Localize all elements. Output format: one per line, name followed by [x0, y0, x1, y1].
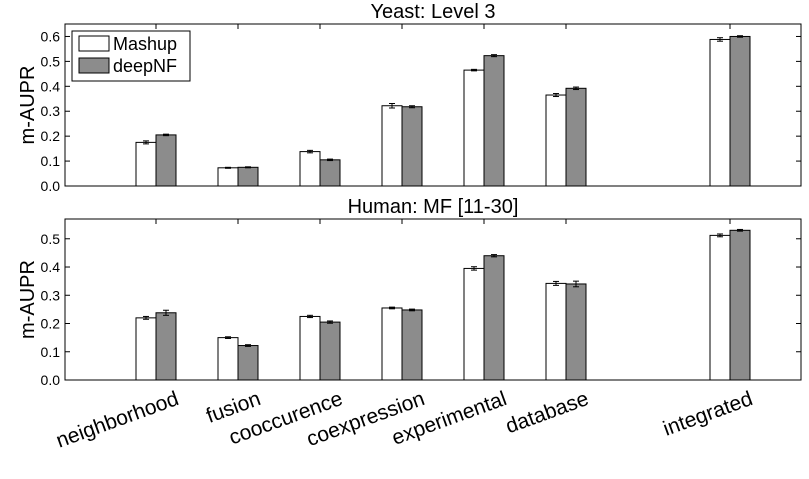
y-tick-label: 0.0: [41, 372, 61, 388]
y-tick-label: 0.3: [41, 287, 61, 303]
y-axis-label: m-AUPR: [17, 66, 39, 145]
bar-mashup-fusion: [217, 167, 239, 187]
error-bar: [737, 35, 743, 38]
bar-mashup-integrated: [709, 234, 731, 381]
plot-frame: [64, 218, 802, 381]
chart-title: Yeast: Level 3: [371, 1, 496, 23]
error-bar: [553, 93, 559, 98]
error-bar: [245, 344, 251, 347]
bar-deepnf-cooccurence: [319, 159, 341, 187]
bar-mashup-cooccurence: [299, 151, 321, 187]
bar-deepnf-neighborhood: [155, 134, 177, 187]
error-bar: [225, 336, 231, 339]
error-bar: [573, 86, 579, 91]
bar-mashup-experimental: [463, 69, 485, 187]
bar-mashup-experimental: [463, 267, 485, 381]
bar-deepnf-database: [565, 87, 587, 187]
error-bar: [409, 308, 415, 312]
x-category-label-neighborhood: neighborhood: [53, 387, 182, 453]
error-bar: [327, 320, 333, 324]
bar-mashup-fusion: [217, 337, 239, 381]
bar-deepnf-integrated: [729, 35, 751, 187]
error-bar: [491, 254, 497, 258]
error-bar: [225, 166, 231, 169]
error-bar: [389, 306, 395, 310]
error-bar: [409, 105, 415, 109]
error-bar: [163, 133, 169, 137]
bar-mashup-database: [545, 282, 567, 381]
bar-mashup-coexpression: [381, 105, 403, 187]
legend-label-deepnf: deepNF: [113, 56, 177, 76]
bar-deepnf-integrated: [729, 229, 751, 381]
error-bar: [143, 315, 149, 320]
y-tick-label: 0.4: [41, 259, 61, 275]
chart-panel-1: Yeast: Level 3 m-AUPR 0.0 0.1 0.2 0.3 0.4 0.5 0.…: [17, 1, 802, 194]
error-bar: [389, 103, 395, 109]
error-bar: [553, 280, 559, 286]
error-bar: [307, 149, 313, 154]
error-bar: [307, 314, 313, 319]
bar-mashup-coexpression: [381, 307, 403, 381]
legend-swatch-mashup: [78, 35, 110, 52]
bar-mashup-neighborhood: [135, 141, 157, 187]
y-axis-label: m-AUPR: [17, 260, 39, 339]
y-tick-label: 0.1: [41, 153, 61, 169]
bar-deepnf-coexpression: [401, 309, 423, 381]
y-tick-label: 0.2: [41, 316, 61, 332]
y-tick-label: 0.5: [41, 231, 61, 247]
error-bar: [471, 266, 477, 271]
y-tick-label: 0.3: [41, 103, 61, 119]
bar-deepnf-database: [565, 283, 587, 381]
bar-mashup-integrated: [709, 38, 731, 187]
error-bar: [163, 309, 169, 316]
bar-deepnf-neighborhood: [155, 312, 177, 381]
bar-mashup-database: [545, 94, 567, 187]
error-bar: [573, 280, 579, 288]
error-bar: [737, 228, 743, 232]
y-tick-label: 0.0: [41, 178, 61, 194]
bar-deepnf-fusion: [237, 345, 259, 381]
error-bar: [717, 37, 723, 42]
y-tick-label: 0.1: [41, 344, 61, 360]
legend-swatch-deepnf: [78, 57, 110, 74]
error-bar: [471, 68, 477, 72]
y-tick-label: 0.4: [41, 78, 61, 94]
chart-panel-2: Human: MF [11-30] m-AUPR 0.0 0.1 0.2 0.3 0.4 0.…: [17, 196, 802, 453]
chart-title: Human: MF [11-30]: [348, 196, 519, 218]
y-tick-label: 0.5: [41, 53, 61, 69]
error-bar: [245, 166, 251, 169]
bar-mashup-neighborhood: [135, 317, 157, 381]
error-bar: [717, 233, 723, 238]
x-category-label-integrated: integrated: [660, 387, 756, 441]
bar-deepnf-experimental: [483, 55, 505, 187]
error-bar: [327, 158, 333, 162]
y-tick-label: 0.6: [41, 28, 61, 44]
legend-label-mashup: Mashup: [113, 34, 177, 54]
plot-frame: [64, 23, 802, 187]
x-category-label-database: database: [503, 387, 592, 438]
bar-deepnf-experimental: [483, 255, 505, 381]
bar-deepnf-coexpression: [401, 106, 423, 187]
bar-mashup-cooccurence: [299, 315, 321, 381]
error-bar: [491, 54, 497, 58]
bar-deepnf-fusion: [237, 166, 259, 187]
y-tick-label: 0.2: [41, 128, 61, 144]
error-bar: [143, 140, 149, 145]
bar-deepnf-cooccurence: [319, 321, 341, 381]
